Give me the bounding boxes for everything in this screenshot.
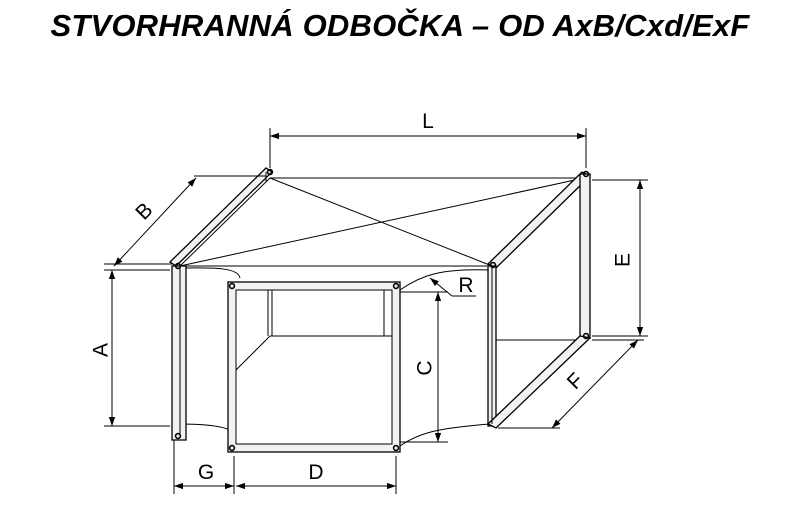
branch-flange-inner bbox=[235, 289, 393, 445]
dim-line-f bbox=[551, 339, 639, 429]
label-f: F bbox=[563, 369, 588, 394]
right-bulge-bottom bbox=[399, 423, 491, 447]
label-r: R bbox=[458, 274, 473, 297]
branch-flange bbox=[227, 281, 401, 453]
top-diagonal-2 bbox=[179, 177, 585, 267]
label-c: C bbox=[414, 360, 437, 375]
label-a: A bbox=[90, 343, 113, 357]
right-flange-right bbox=[579, 173, 591, 339]
left-bulge-top bbox=[179, 267, 241, 279]
page-title: STVORHRANNÁ ODBOČKA – OD AxB/Cxd/ExF bbox=[50, 8, 750, 43]
right-bulge-top bbox=[399, 269, 491, 291]
label-b: B bbox=[131, 198, 157, 224]
left-flange-side bbox=[171, 265, 187, 441]
label-l: L bbox=[422, 110, 434, 133]
dim-line-r bbox=[429, 277, 453, 297]
dimension-lines bbox=[104, 128, 648, 494]
label-d: D bbox=[308, 461, 323, 484]
label-g: G bbox=[198, 461, 214, 484]
dim-line-b bbox=[113, 177, 197, 267]
label-e: E bbox=[612, 253, 635, 267]
